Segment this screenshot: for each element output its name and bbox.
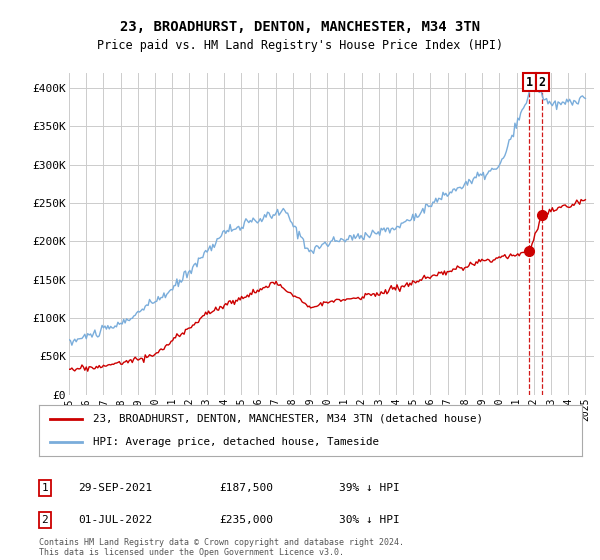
Text: 1: 1 <box>526 76 533 88</box>
Text: 23, BROADHURST, DENTON, MANCHESTER, M34 3TN: 23, BROADHURST, DENTON, MANCHESTER, M34 … <box>120 20 480 34</box>
Text: 1: 1 <box>41 483 49 493</box>
Text: 30% ↓ HPI: 30% ↓ HPI <box>339 515 400 525</box>
Text: 2: 2 <box>539 76 546 88</box>
Text: Price paid vs. HM Land Registry's House Price Index (HPI): Price paid vs. HM Land Registry's House … <box>97 39 503 52</box>
Text: 01-JUL-2022: 01-JUL-2022 <box>78 515 152 525</box>
Text: £235,000: £235,000 <box>219 515 273 525</box>
Text: 39% ↓ HPI: 39% ↓ HPI <box>339 483 400 493</box>
Text: HPI: Average price, detached house, Tameside: HPI: Average price, detached house, Tame… <box>94 437 379 447</box>
Text: Contains HM Land Registry data © Crown copyright and database right 2024.
This d: Contains HM Land Registry data © Crown c… <box>39 538 404 557</box>
Text: 23, BROADHURST, DENTON, MANCHESTER, M34 3TN (detached house): 23, BROADHURST, DENTON, MANCHESTER, M34 … <box>94 414 484 424</box>
Text: 29-SEP-2021: 29-SEP-2021 <box>78 483 152 493</box>
Text: 2: 2 <box>41 515 49 525</box>
Text: £187,500: £187,500 <box>219 483 273 493</box>
